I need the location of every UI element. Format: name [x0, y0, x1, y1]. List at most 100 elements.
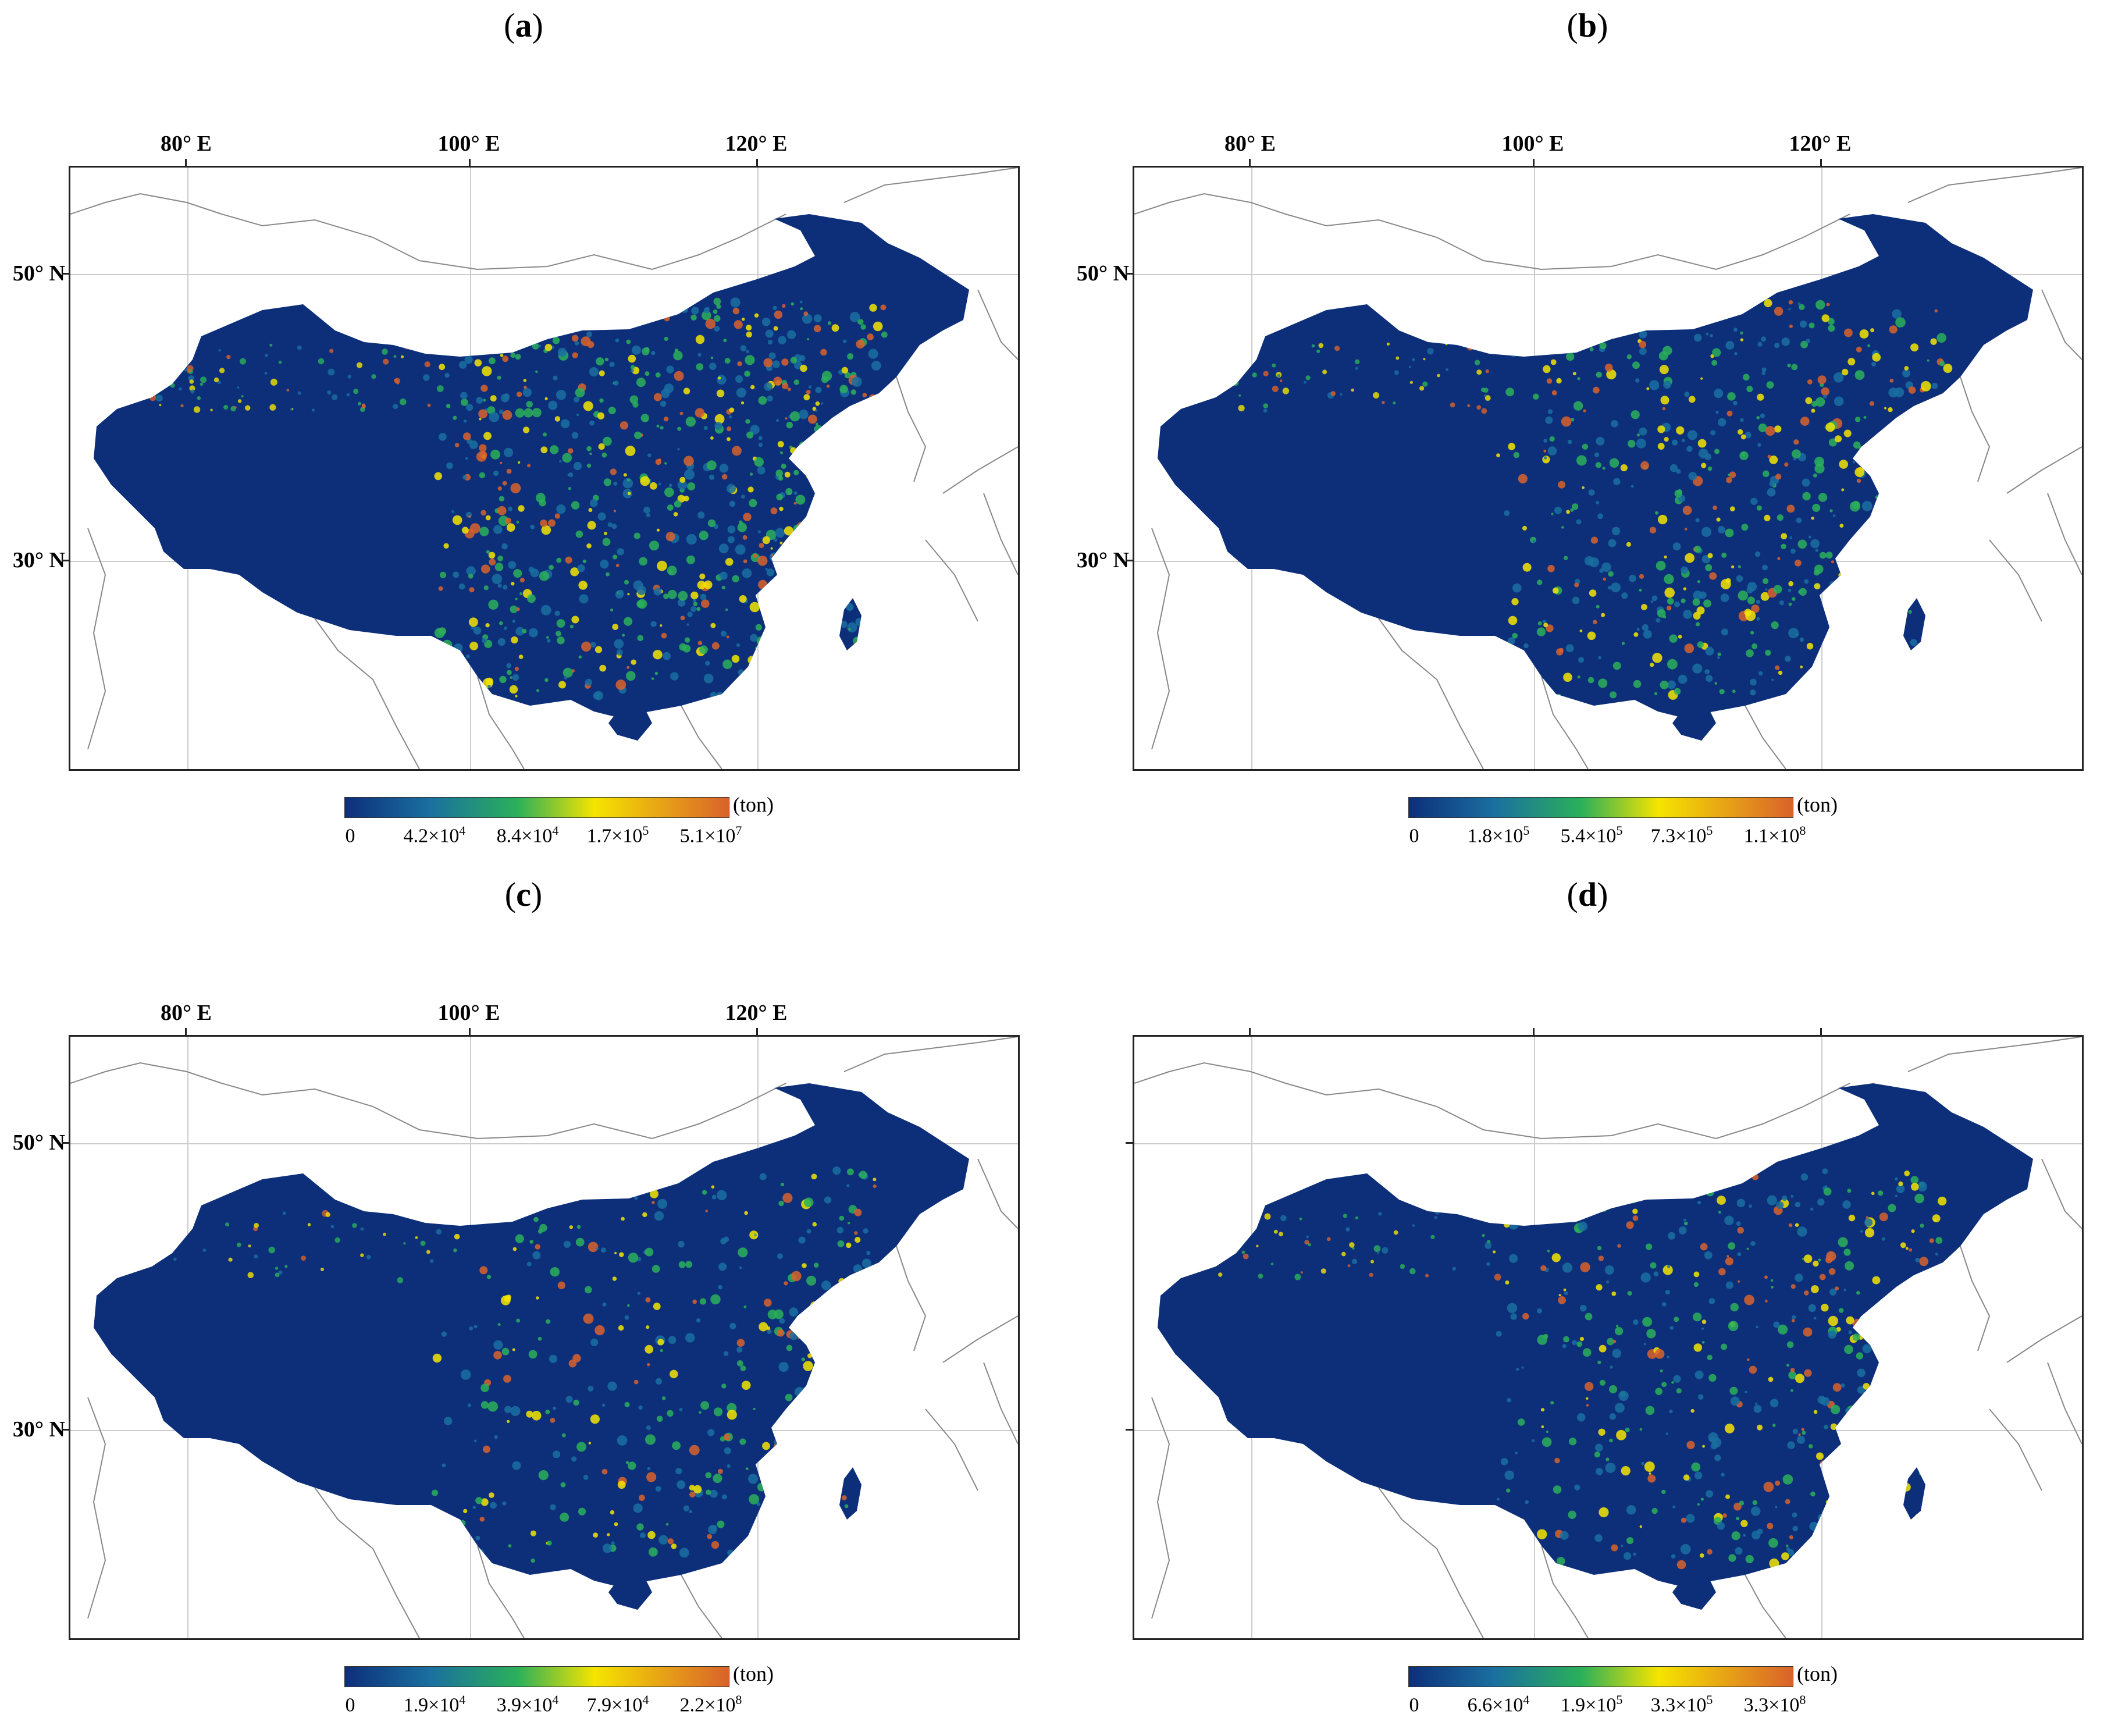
- emission-cell: [638, 1405, 643, 1410]
- emission-cell: [1400, 1264, 1405, 1269]
- emission-cell: [1770, 1399, 1779, 1408]
- emission-cell: [1633, 632, 1639, 637]
- emission-cell: [468, 515, 471, 518]
- emission-cell: [1661, 1489, 1666, 1495]
- emission-cell: [1593, 620, 1597, 624]
- emission-cell: [818, 501, 821, 504]
- emission-cell: [480, 385, 488, 392]
- emission-cell: [624, 579, 629, 585]
- emission-cell: [1736, 1198, 1746, 1208]
- emission-cell: [1879, 504, 1890, 514]
- emission-cell: [791, 595, 798, 602]
- emission-cell: [1585, 1312, 1593, 1321]
- emission-cell: [588, 1385, 594, 1392]
- emission-cell: [1896, 570, 1907, 580]
- emission-cell: [1661, 1302, 1667, 1307]
- emission-cell: [749, 1554, 756, 1561]
- emission-cell: [474, 304, 478, 309]
- china-landmass: [1158, 214, 2033, 717]
- emission-cell: [1695, 518, 1700, 522]
- emission-cell: [1813, 473, 1817, 478]
- emission-cell: [1868, 655, 1874, 660]
- emission-cell: [825, 608, 835, 618]
- emission-cell: [489, 357, 496, 365]
- emission-cell: [493, 1209, 498, 1214]
- emission-cell: [1808, 1304, 1816, 1312]
- panel-label: (a): [504, 6, 543, 44]
- country-boundary: [896, 1246, 927, 1351]
- emission-cell: [544, 344, 553, 351]
- emission-cell: [1664, 437, 1669, 442]
- emission-cell: [1639, 1525, 1643, 1528]
- emission-cell: [1928, 1377, 1934, 1384]
- emission-cell: [1907, 1382, 1916, 1390]
- emission-cell: [784, 526, 793, 536]
- emission-cell: [1823, 394, 1827, 399]
- emission-cell: [1523, 643, 1529, 649]
- emission-cell: [200, 382, 204, 386]
- emission-cell: [1814, 583, 1821, 590]
- emission-cell: [736, 387, 746, 398]
- emission-cell: [597, 412, 605, 419]
- emission-cell: [1243, 1253, 1249, 1260]
- emission-cell: [1764, 298, 1772, 308]
- emission-cell: [631, 365, 635, 369]
- emission-cell: [700, 593, 707, 600]
- emission-cell: [1612, 1340, 1617, 1343]
- emission-cell: [710, 1294, 721, 1305]
- emission-cell: [847, 353, 854, 360]
- emission-cell: [864, 457, 869, 463]
- emission-cell: [802, 1263, 807, 1268]
- emission-cell: [1710, 430, 1716, 436]
- emission-cell: [1728, 1554, 1736, 1562]
- emission-cell: [269, 343, 273, 347]
- emission-cell: [463, 683, 468, 688]
- emission-cell: [1918, 1470, 1925, 1477]
- emission-cell: [1828, 1331, 1836, 1339]
- emission-cell: [1895, 1363, 1903, 1370]
- emission-cell: [707, 1429, 715, 1436]
- emission-cell: [1850, 1489, 1853, 1492]
- emission-cell: [653, 1303, 661, 1310]
- panel-a: (a) 80° E 100° E 120° E 50° N 30° N (ton…: [0, 0, 1047, 867]
- emission-cell: [650, 301, 658, 310]
- emission-cell: [1778, 1324, 1788, 1335]
- emission-cell: [870, 616, 878, 624]
- emission-cell: [1788, 308, 1791, 311]
- emission-cell: [1810, 539, 1820, 549]
- emission-cell: [617, 1481, 626, 1489]
- emission-cell: [1730, 304, 1738, 311]
- emission-cell: [1927, 359, 1930, 362]
- emission-cell: [1695, 1471, 1703, 1479]
- emission-cell: [511, 582, 515, 586]
- emission-cell: [301, 1255, 306, 1261]
- emission-cell: [588, 508, 593, 513]
- emission-cell: [778, 586, 784, 592]
- emission-cell: [466, 654, 470, 659]
- emission-cell: [847, 539, 856, 549]
- emission-cell: [1693, 1312, 1702, 1322]
- emission-cell: [446, 1517, 451, 1522]
- emission-cell: [552, 337, 560, 344]
- emission-cell: [782, 1193, 793, 1203]
- emission-cell: [1875, 1482, 1884, 1490]
- emission-cell: [1551, 513, 1554, 515]
- emission-cell: [432, 1353, 442, 1363]
- emission-cell: [650, 1189, 658, 1198]
- emission-cell: [1614, 1403, 1625, 1413]
- emission-cell: [877, 609, 881, 613]
- emission-cell: [1761, 367, 1767, 372]
- emission-cell: [596, 357, 604, 366]
- emission-cell: [604, 357, 609, 362]
- emission-cell: [1577, 377, 1580, 380]
- emission-cell: [1690, 1408, 1695, 1413]
- emission-cell: [500, 350, 505, 354]
- emission-cell: [774, 1438, 781, 1446]
- emission-cell: [721, 585, 726, 590]
- emission-cell: [515, 695, 518, 698]
- emission-cell: [503, 393, 510, 400]
- emission-cell: [1889, 1365, 1898, 1374]
- emission-cell: [765, 329, 774, 338]
- emission-cell: [347, 375, 351, 379]
- emission-cell: [1529, 1543, 1535, 1549]
